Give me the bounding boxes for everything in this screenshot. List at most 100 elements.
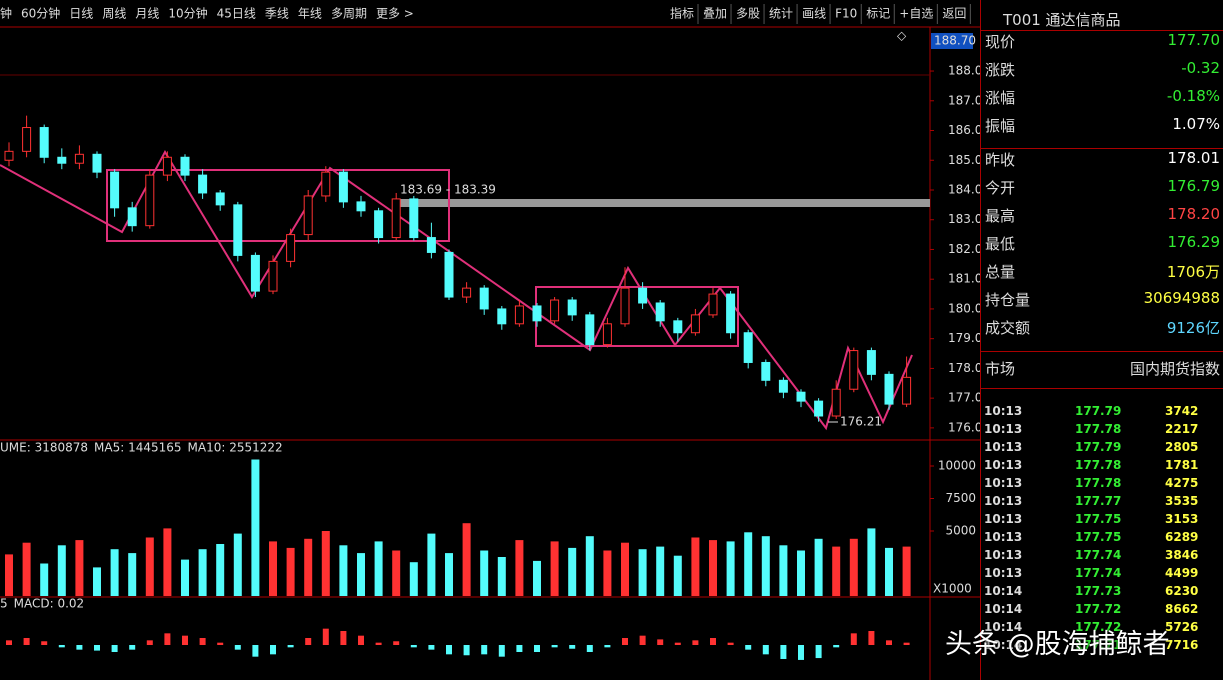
candle-body [743, 332, 753, 363]
toolbar-item[interactable]: 周线 [102, 7, 126, 21]
volume-header: MA10: 2551222 [188, 441, 283, 455]
volume-bar [357, 553, 365, 596]
toolbar-item[interactable]: 多周期 [331, 7, 367, 21]
volume-bar [445, 553, 453, 596]
y-tick-label: 181.0 [948, 272, 980, 286]
volume-bar [849, 538, 858, 596]
volume-bar [233, 533, 242, 596]
toolbar-button[interactable]: 叠加 [703, 7, 727, 21]
toolbar-button[interactable]: +自选 [899, 7, 933, 21]
range-box [106, 169, 450, 242]
candle-body [303, 195, 313, 236]
volume-bar [515, 540, 524, 596]
annotation: 176.21 [840, 415, 882, 429]
macd-bar [833, 645, 840, 648]
macd-bar [270, 645, 276, 655]
tick-volume: 1781 [1165, 458, 1199, 472]
candle-body [638, 287, 648, 304]
macd-bar [6, 640, 12, 645]
tick-price: 177.78 [1075, 476, 1122, 490]
toolbar-item[interactable]: 月线 [135, 7, 159, 21]
quote-value: 178.01 [1167, 149, 1221, 167]
macd-bar [762, 645, 769, 655]
toolbar-button[interactable]: 画线 [802, 7, 826, 21]
candle-body [655, 302, 665, 322]
candle-body [726, 293, 736, 334]
volume-bar [638, 549, 647, 596]
volume-unit: X1000 [933, 582, 972, 596]
toolbar-item[interactable]: 季线 [265, 7, 289, 21]
volume-bar [550, 541, 559, 596]
annotation: 183.69 - 183.39 [400, 183, 496, 197]
volume-bar [761, 536, 770, 596]
tick-time: 10:14 [984, 620, 1023, 634]
quote-row: 振幅 1.07% [985, 115, 1220, 141]
toolbar-button[interactable]: F10 [835, 7, 857, 21]
tick-volume: 4499 [1165, 566, 1199, 580]
toolbar-item[interactable]: 45日线 [217, 7, 256, 21]
quote-row: 总量 1706万 [985, 261, 1220, 287]
macd-bar [23, 638, 30, 645]
tick-time: 10:13 [984, 530, 1023, 544]
tick-price: 177.72 [1075, 602, 1122, 616]
macd-bar [182, 635, 188, 645]
tick-volume: 3535 [1165, 494, 1199, 508]
tick-time: 10:13 [984, 440, 1023, 454]
toolbar-item[interactable]: 10分钟 [168, 6, 207, 21]
quote-row: 今开 176.79 [985, 177, 1220, 203]
candle-body [532, 305, 542, 322]
candle-body [92, 153, 102, 173]
toolbar-item[interactable]: 日线 [69, 7, 93, 21]
volume-bar [216, 543, 225, 596]
candle-body [514, 305, 524, 325]
tick-time: 10:13 [984, 422, 1023, 436]
toolbar-item[interactable]: 更多 > [376, 7, 414, 21]
y-tick-label: 10000 [938, 458, 976, 472]
tick-volume: 5726 [1165, 620, 1199, 634]
tick-price: 177.75 [1075, 530, 1122, 544]
tick-volume: 6289 [1165, 530, 1199, 544]
y-tick-label: 5000 [945, 523, 976, 537]
macd-bar [886, 640, 892, 645]
quote-row: 涨幅 -0.18% [985, 87, 1220, 113]
y-tick-label: 7500 [945, 491, 976, 505]
volume-bar [867, 528, 876, 596]
volume-bar [57, 545, 66, 596]
quote-row: 成交额 9126亿 [985, 317, 1220, 343]
macd-bar [393, 641, 400, 645]
tick-volume: 7716 [1165, 638, 1199, 652]
candle-body [233, 204, 243, 256]
y-tick-label: 179.0 [948, 331, 980, 345]
candle-body [268, 260, 278, 292]
diamond-icon[interactable]: ◇ [897, 29, 907, 43]
volume-bar [779, 545, 788, 596]
candle-body [286, 234, 296, 262]
quote-row: 最高 178.20 [985, 205, 1220, 231]
toolbar-item[interactable]: 60分钟 [21, 6, 60, 21]
toolbar-button[interactable]: 统计 [769, 7, 793, 21]
toolbar-bg [0, 0, 980, 27]
quote-value: 176.79 [1167, 177, 1221, 195]
toolbar-item[interactable]: 钟 [0, 6, 12, 21]
tick-volume: 6230 [1165, 584, 1199, 598]
quote-label: 今开 [985, 179, 1016, 197]
macd-bar [868, 631, 875, 645]
toolbar-button[interactable]: 多股 [736, 7, 760, 21]
candle-body [479, 287, 489, 310]
tick-volume: 3742 [1165, 404, 1199, 418]
volume-bar [533, 560, 541, 596]
candle-body [831, 388, 841, 417]
candle-body [409, 198, 419, 239]
volume-bar [673, 555, 682, 596]
tick-time: 10:13 [984, 458, 1023, 472]
toolbar-button[interactable]: 标记 [866, 7, 890, 21]
volume-bar [885, 547, 893, 596]
volume-bar [656, 546, 665, 596]
toolbar-button[interactable]: 指标 [670, 6, 694, 21]
quote-panel: T001 通达信商品 市场 国内期货指数 现价 177.70 涨跌 -0.32 涨幅 -0.… [980, 0, 1223, 680]
volume-bar [902, 546, 911, 596]
toolbar-button[interactable]: 返回 [942, 7, 966, 21]
toolbar-item[interactable]: 年线 [298, 7, 322, 21]
macd-bar [586, 645, 593, 652]
